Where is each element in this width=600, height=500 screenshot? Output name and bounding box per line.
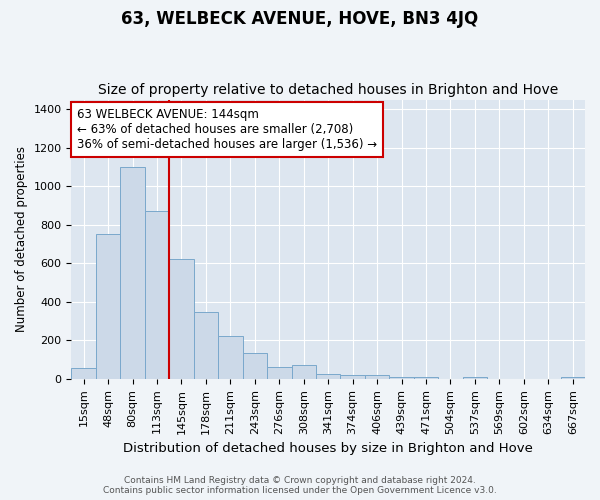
- Bar: [316, 374, 340, 379]
- X-axis label: Distribution of detached houses by size in Brighton and Hove: Distribution of detached houses by size …: [123, 442, 533, 455]
- Bar: [121, 167, 145, 379]
- Bar: [242, 353, 267, 379]
- Bar: [194, 312, 218, 379]
- Bar: [145, 212, 169, 379]
- Bar: [560, 376, 585, 379]
- Text: 63 WELBECK AVENUE: 144sqm
← 63% of detached houses are smaller (2,708)
36% of se: 63 WELBECK AVENUE: 144sqm ← 63% of detac…: [77, 108, 377, 151]
- Bar: [169, 258, 194, 379]
- Title: Size of property relative to detached houses in Brighton and Hove: Size of property relative to detached ho…: [98, 83, 559, 97]
- Bar: [389, 376, 414, 379]
- Bar: [414, 377, 438, 379]
- Bar: [71, 368, 96, 379]
- Bar: [267, 367, 292, 379]
- Bar: [218, 336, 242, 379]
- Bar: [365, 375, 389, 379]
- Bar: [340, 374, 365, 379]
- Text: Contains HM Land Registry data © Crown copyright and database right 2024.
Contai: Contains HM Land Registry data © Crown c…: [103, 476, 497, 495]
- Bar: [96, 234, 121, 379]
- Bar: [463, 377, 487, 379]
- Bar: [292, 366, 316, 379]
- Y-axis label: Number of detached properties: Number of detached properties: [15, 146, 28, 332]
- Text: 63, WELBECK AVENUE, HOVE, BN3 4JQ: 63, WELBECK AVENUE, HOVE, BN3 4JQ: [121, 10, 479, 28]
